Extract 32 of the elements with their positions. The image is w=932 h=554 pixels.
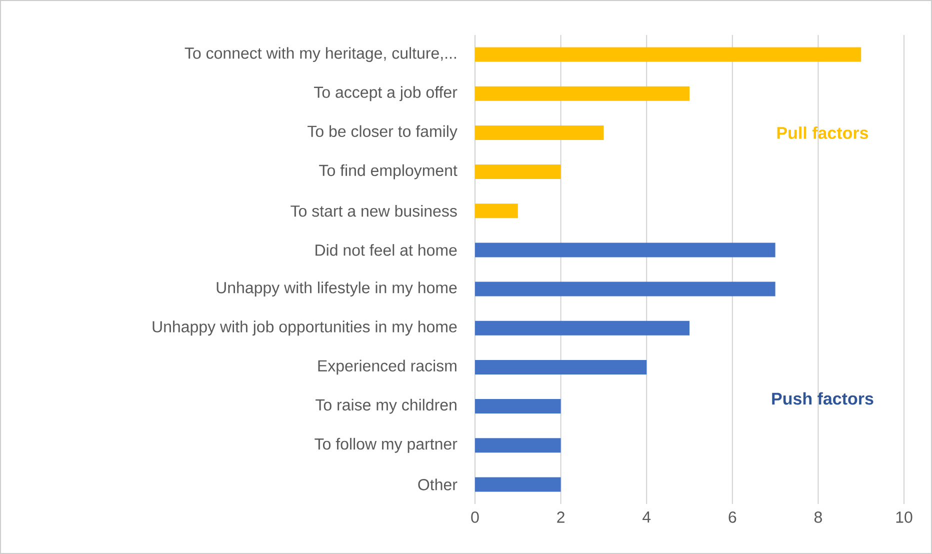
- y-tick-label: Experienced racism: [318, 360, 456, 375]
- y-tick-label: To accept a job offer: [314, 86, 458, 102]
- bar: [475, 320, 690, 336]
- bar: [475, 477, 561, 492]
- bar: [475, 360, 647, 374]
- y-tick-label: To follow my partner: [314, 438, 458, 453]
- x-tick-label: 2: [557, 512, 564, 523]
- x-tick-label: 8: [814, 512, 822, 523]
- bar: [475, 86, 690, 101]
- bar: [475, 204, 518, 218]
- bar: [475, 47, 862, 62]
- y-tick-label: To start a new business: [290, 205, 457, 217]
- bar: [475, 399, 561, 414]
- y-tick-label: To find employment: [319, 164, 458, 180]
- x-tick-label: 6: [728, 512, 736, 523]
- bar: [475, 242, 776, 258]
- y-tick-label: Other: [418, 478, 458, 490]
- x-tick-label: 4: [642, 512, 651, 523]
- bar: [475, 282, 776, 296]
- y-tick-label: To connect with my heritage, culture,...: [184, 47, 456, 62]
- y-tick-label: To be closer to family: [308, 125, 458, 140]
- bar: [475, 438, 561, 453]
- y-tick-label: Did not feel at home: [316, 244, 457, 256]
- bar: [475, 125, 604, 140]
- x-tick-label: 0: [471, 512, 479, 523]
- y-tick-label: Unhappy with job opportunities in my home: [152, 320, 457, 336]
- x-tick-label: 10: [896, 512, 912, 523]
- bar: [475, 164, 561, 180]
- annotation: Push factors: [772, 392, 874, 405]
- annotation: Pull factors: [777, 126, 868, 139]
- y-tick-label: Unhappy with lifestyle in my home: [216, 282, 457, 296]
- y-tick-label: To raise my children: [316, 398, 456, 414]
